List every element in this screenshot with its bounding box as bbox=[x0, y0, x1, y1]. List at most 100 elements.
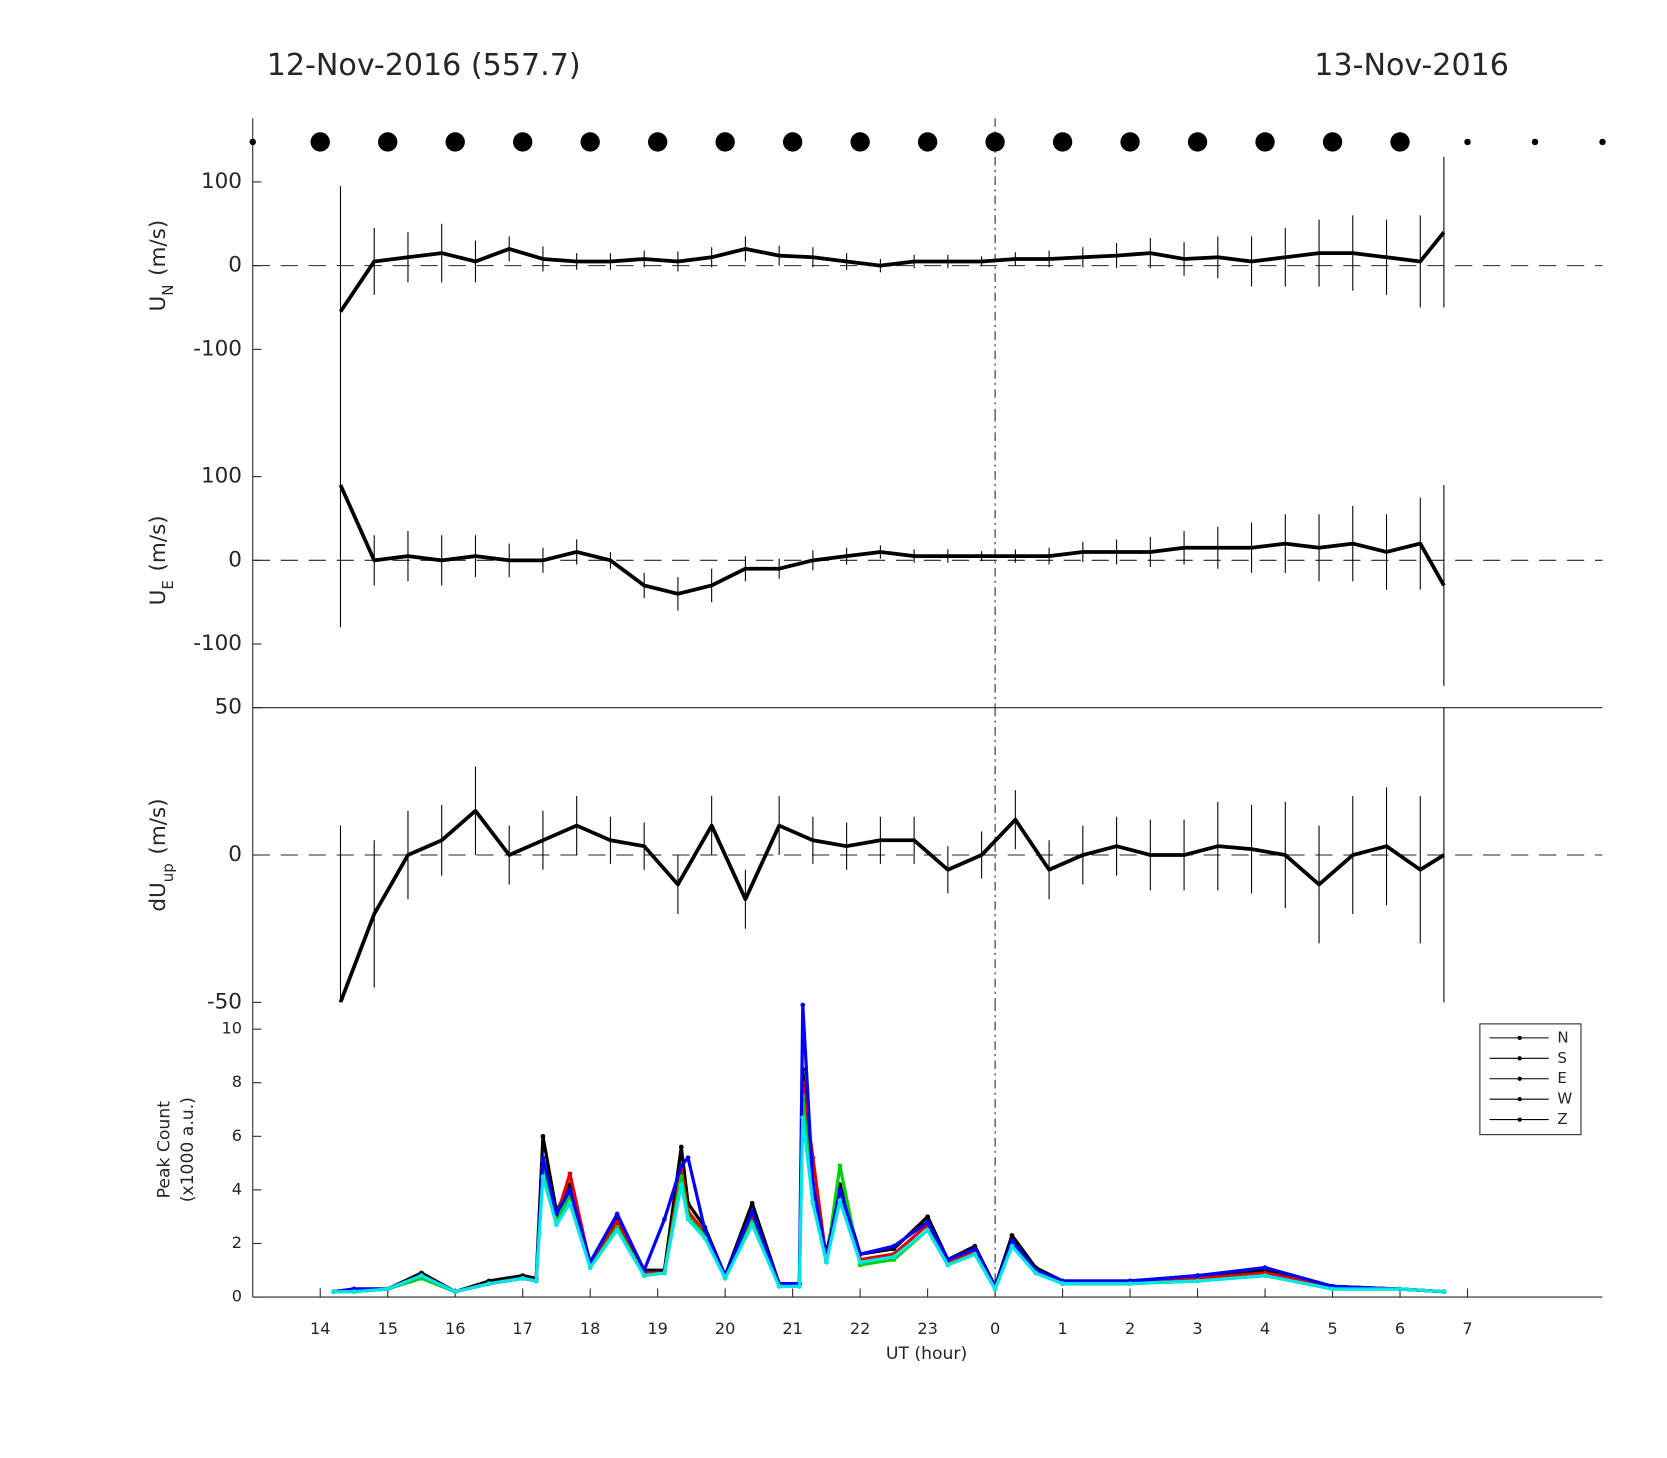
x-tick-label: 6 bbox=[1395, 1319, 1405, 1338]
series-point bbox=[1060, 1281, 1065, 1287]
series-point bbox=[1262, 1273, 1268, 1278]
x-tick-label: 16 bbox=[445, 1319, 466, 1338]
series-point bbox=[857, 1259, 863, 1265]
legend-label: E bbox=[1557, 1069, 1567, 1087]
x-tick-label: 1 bbox=[1057, 1319, 1067, 1338]
series-point bbox=[837, 1163, 843, 1169]
series-point bbox=[520, 1275, 526, 1281]
series-point bbox=[776, 1283, 782, 1289]
series-point bbox=[567, 1200, 573, 1206]
plot-area bbox=[338, 412, 1446, 686]
series-point bbox=[891, 1243, 897, 1249]
x-tick-label: 18 bbox=[580, 1319, 601, 1338]
condition-marker bbox=[1464, 138, 1471, 146]
series-point bbox=[452, 1289, 458, 1295]
series-point bbox=[945, 1262, 951, 1268]
legend-marker bbox=[1517, 1076, 1522, 1081]
series-point bbox=[1195, 1273, 1200, 1278]
series-point bbox=[810, 1200, 816, 1206]
plot-area bbox=[338, 707, 1445, 1003]
series-line bbox=[333, 1115, 1445, 1294]
title-right: 13-Nov-2016 bbox=[1314, 48, 1509, 83]
condition-marker bbox=[647, 132, 668, 152]
condition-marker bbox=[249, 138, 256, 146]
y-tick-label: 2 bbox=[232, 1233, 242, 1252]
series-point bbox=[419, 1273, 424, 1278]
series-point bbox=[486, 1281, 492, 1287]
y-axis-label: dUup (m/s) bbox=[146, 798, 176, 911]
y-axis-label: UE (m/s) bbox=[146, 515, 176, 605]
y-label-unit: (m/s) bbox=[146, 515, 171, 571]
series-point bbox=[567, 1171, 573, 1177]
condition-marker bbox=[1052, 132, 1073, 152]
series-point bbox=[641, 1273, 647, 1278]
condition-marker bbox=[1599, 138, 1606, 146]
series-point bbox=[702, 1227, 708, 1233]
condition-marker bbox=[1255, 132, 1275, 152]
legend-label: Z bbox=[1557, 1110, 1567, 1128]
y-tick-label: -100 bbox=[193, 631, 242, 656]
series-point bbox=[662, 1270, 667, 1276]
y-label-sub: N bbox=[158, 285, 176, 296]
x-tick-label: 22 bbox=[850, 1319, 871, 1338]
y-tick-label: -100 bbox=[193, 336, 242, 361]
x-tick-label: 4 bbox=[1260, 1319, 1270, 1338]
series-point bbox=[1330, 1286, 1335, 1292]
series-point bbox=[1033, 1270, 1038, 1276]
series-point bbox=[533, 1278, 539, 1284]
y-tick-label: 10 bbox=[221, 1019, 242, 1038]
series-point bbox=[749, 1222, 755, 1228]
y-tick-label: 6 bbox=[232, 1126, 242, 1145]
series-point bbox=[331, 1289, 337, 1295]
y-tick-label: 0 bbox=[228, 253, 242, 278]
condition-marker bbox=[1120, 132, 1140, 152]
series-point bbox=[925, 1214, 930, 1220]
series-point bbox=[678, 1182, 684, 1187]
condition-marker bbox=[850, 132, 870, 152]
series-point bbox=[662, 1216, 667, 1222]
condition-marker bbox=[445, 132, 465, 152]
condition-marker bbox=[378, 132, 398, 152]
y-label-main: U bbox=[146, 590, 171, 606]
plot-area bbox=[338, 156, 1446, 413]
legend-marker bbox=[1517, 1117, 1522, 1122]
series-point bbox=[1009, 1243, 1015, 1249]
legend-label: W bbox=[1557, 1090, 1572, 1108]
series-point bbox=[678, 1144, 684, 1150]
legend-marker bbox=[1517, 1056, 1522, 1061]
legend-marker bbox=[1517, 1097, 1522, 1102]
series-point bbox=[1009, 1233, 1015, 1238]
y-tick-label: -50 bbox=[207, 989, 242, 1014]
condition-marker bbox=[1390, 132, 1410, 152]
series-point bbox=[1441, 1289, 1447, 1295]
data-line bbox=[338, 808, 1445, 1003]
series-point bbox=[614, 1219, 620, 1225]
plot-area bbox=[331, 1002, 1447, 1295]
y-tick-label: 50 bbox=[215, 695, 242, 720]
series-point bbox=[678, 1163, 684, 1169]
y-tick-label: 0 bbox=[228, 547, 242, 572]
series-point bbox=[385, 1286, 391, 1292]
y-label-main: dU bbox=[146, 882, 171, 911]
series-point bbox=[1195, 1278, 1200, 1284]
condition-marker bbox=[580, 132, 600, 152]
y-tick-label: 4 bbox=[232, 1179, 242, 1198]
y-label-sub: E bbox=[158, 580, 176, 590]
condition-marker bbox=[1322, 132, 1343, 152]
x-tick-label: 5 bbox=[1327, 1319, 1337, 1338]
x-tick-label: 2 bbox=[1125, 1319, 1135, 1338]
data-line bbox=[338, 230, 1446, 313]
series-point bbox=[1397, 1286, 1403, 1292]
series-point bbox=[749, 1208, 755, 1214]
condition-marker bbox=[310, 132, 330, 152]
y-axis-label: UN (m/s) bbox=[146, 220, 176, 312]
y-tick-label: 0 bbox=[228, 842, 242, 867]
series-point bbox=[702, 1235, 708, 1241]
series-point bbox=[797, 1283, 802, 1289]
series-point bbox=[614, 1211, 620, 1217]
x-tick-label: 15 bbox=[377, 1319, 398, 1338]
series-point bbox=[685, 1216, 691, 1222]
